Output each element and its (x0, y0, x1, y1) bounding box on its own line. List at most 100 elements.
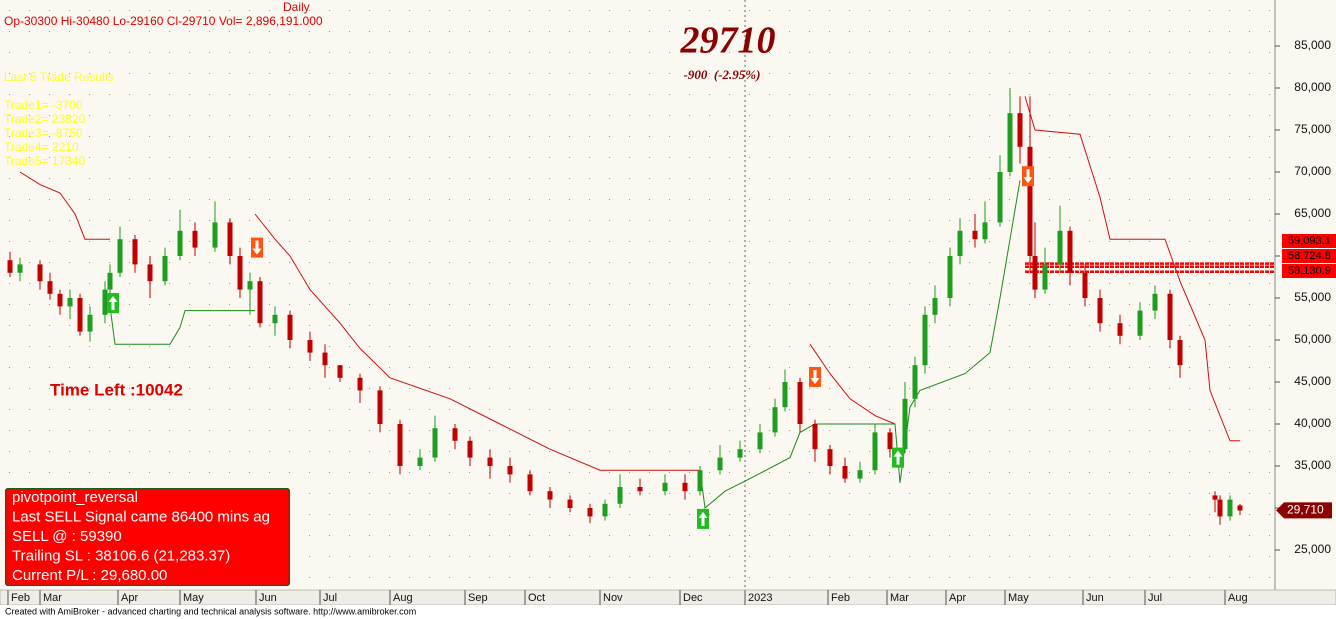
candle-body (527, 474, 533, 492)
candle-body (117, 239, 123, 273)
y-tick-label: 75,000 (1294, 122, 1331, 136)
price-change: -900 (-2.95%) (684, 67, 761, 82)
candle-body (662, 482, 668, 492)
candle-body (782, 381, 788, 408)
plot (7, 0, 1275, 590)
candle-body (772, 407, 778, 433)
candle-body (547, 491, 553, 500)
x-tick-label: Feb (831, 592, 850, 604)
y-tick-label: 80,000 (1294, 80, 1331, 94)
candle-body (1177, 339, 1183, 366)
candle-body (902, 398, 908, 450)
candle-body (257, 281, 263, 324)
sell-signal (1022, 166, 1034, 187)
candle-body (357, 377, 363, 391)
candle-body (107, 272, 113, 290)
buy-signal (892, 447, 904, 468)
sell-signal (809, 366, 821, 387)
candle-body (1117, 323, 1123, 336)
candle-body (17, 264, 23, 273)
candle-body (637, 486, 643, 492)
candle-body (237, 255, 243, 290)
candle-body (322, 352, 328, 366)
last-price-marker (1276, 502, 1332, 519)
candle-body (1217, 499, 1223, 517)
info-box-lines: pivotpoint_reversal Last SELL Signal came… (12, 489, 270, 584)
zone-label-bg (1282, 249, 1336, 263)
candle-body (307, 339, 313, 353)
candle-body (47, 281, 53, 294)
candle-body (1042, 264, 1048, 290)
candle-body (132, 239, 138, 265)
candle-body (467, 440, 473, 458)
x-tick-label: 2023 (748, 592, 772, 604)
candle-body (102, 289, 108, 315)
candle-body (147, 264, 153, 282)
info-line: Trailing SL : 38106.6 (21,283.37) (12, 547, 230, 564)
x-tick-label: Mar (43, 592, 62, 604)
y-tick-label: 85,000 (1294, 38, 1331, 52)
candle-body (1067, 230, 1073, 273)
info-box: pivotpoint_reversal Last SELL Signal came… (5, 488, 290, 586)
candle-body (212, 222, 218, 248)
candle-body (487, 457, 493, 466)
zone-label-bg (1282, 264, 1336, 278)
info-line: Last SELL Signal came 86400 mins ag (12, 508, 270, 525)
candle-body (697, 470, 703, 492)
candle-body (397, 423, 403, 466)
x-tick-label: Jul (323, 592, 337, 604)
candle-body (972, 230, 978, 240)
zone-label: 58,724.8 (1288, 250, 1331, 262)
sell-signal (251, 237, 263, 258)
trade-result: Trade1= -3700 (4, 98, 83, 112)
candle-body (1097, 297, 1103, 324)
candle-body (887, 432, 893, 450)
x-tick-label: Feb (11, 592, 30, 604)
candle-body (1007, 113, 1013, 172)
x-tick-label: Aug (393, 592, 413, 604)
zone-label: 59,093.1 (1288, 235, 1331, 247)
interval: Daily (283, 0, 310, 14)
x-tick-label: May (183, 592, 204, 604)
candle-body (912, 365, 918, 399)
x-tick-label: Jul (1148, 592, 1162, 604)
candle-body (7, 260, 13, 273)
stop-line (19, 96, 1240, 471)
trades-title: Last 5 Trade Results (4, 70, 114, 84)
candle-body (617, 486, 623, 504)
candle-body (1027, 146, 1033, 256)
candle-body (932, 297, 938, 315)
candle-body (507, 465, 513, 475)
x-tick-label: Oct (528, 592, 545, 604)
y-tick-label: 70,000 (1294, 164, 1331, 178)
candle-body (1227, 499, 1233, 517)
candle-body (922, 314, 928, 366)
x-tick-label: Apr (949, 592, 966, 604)
candle-body (87, 314, 93, 332)
candle-body (812, 423, 818, 450)
x-tick-label: Apr (121, 592, 138, 604)
candle-body (162, 255, 168, 282)
zone-label-bg (1282, 234, 1336, 248)
info-line: Current P/L : 29,680.00 (12, 567, 167, 584)
candle-body (177, 230, 183, 256)
candle-body (997, 171, 1003, 223)
candle-body (272, 314, 278, 324)
candle-body (377, 390, 383, 424)
candle-body (77, 297, 83, 332)
candle-body (797, 381, 803, 424)
footer: Created with AmiBroker - advanced charti… (5, 606, 416, 616)
candle-body (57, 293, 63, 307)
candle-body (872, 432, 878, 471)
buy-signal-arrow (698, 511, 708, 526)
candle-body (717, 457, 723, 471)
candle-body (602, 503, 608, 517)
time-left: Time Left :10042 (50, 380, 183, 399)
candle-body (337, 365, 343, 378)
y-tick-label: 45,000 (1294, 374, 1331, 388)
candle-body (587, 507, 593, 517)
candle-body (287, 314, 293, 340)
